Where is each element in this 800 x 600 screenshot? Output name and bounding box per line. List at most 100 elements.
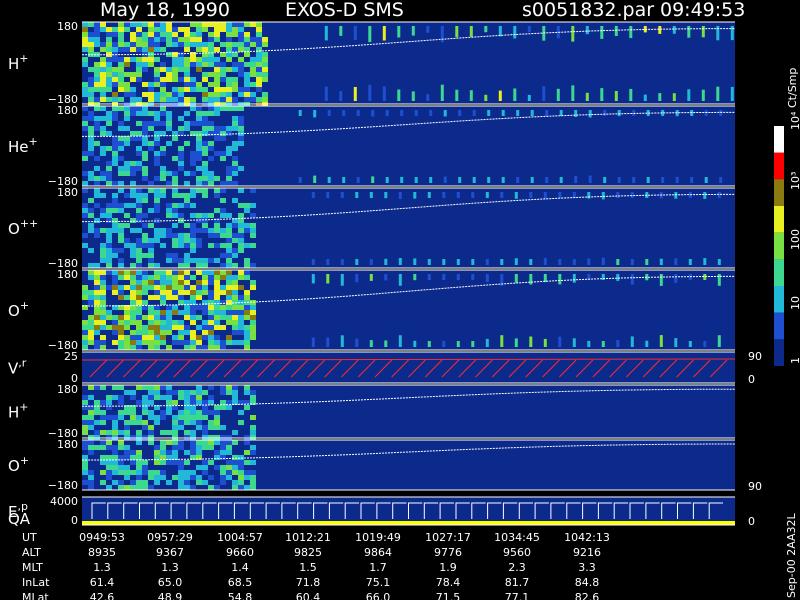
heatmap-cell	[208, 315, 214, 320]
heatmap-cell	[238, 121, 244, 126]
heatmap-cell	[124, 345, 130, 350]
heatmap-cell	[88, 151, 94, 156]
heatmap-streak	[630, 336, 634, 347]
heatmap-cell	[124, 295, 130, 300]
heatmap-cell	[226, 228, 232, 233]
heatmap-cell	[160, 270, 166, 275]
heatmap-streak	[456, 274, 460, 280]
heatmap-cell	[208, 72, 214, 77]
heatmap-cell	[142, 52, 148, 57]
heatmap-cell	[142, 305, 148, 310]
heatmap-cell	[106, 465, 112, 470]
heatmap-cell	[142, 151, 148, 156]
heatmap-cell	[238, 106, 244, 111]
heatmap-cell	[250, 82, 256, 87]
heatmap-cell	[208, 475, 214, 480]
heatmap-cell	[238, 315, 244, 320]
heatmap-cell	[142, 42, 148, 47]
heatmap-cell	[202, 465, 208, 470]
heatmap-streak	[442, 259, 446, 265]
heatmap-cell	[184, 253, 190, 258]
heatmap-cell	[172, 223, 178, 228]
heatmap-cell	[226, 77, 232, 82]
heatmap-cell	[88, 395, 94, 400]
heatmap-cell	[220, 455, 226, 460]
heatmap-cell	[130, 320, 136, 325]
heatmap-cell	[130, 263, 136, 268]
heatmap-cell	[244, 92, 250, 97]
heatmap-streak	[340, 259, 344, 265]
heatmap-cell	[88, 171, 94, 176]
heatmap-streak	[543, 338, 547, 347]
heatmap-cell	[250, 22, 256, 27]
colorbar-segment	[774, 179, 784, 206]
heatmap-cell	[196, 57, 202, 62]
colorbar-tick-label: 10	[789, 296, 800, 310]
heatmap-streak	[658, 93, 662, 101]
heatmap-cell	[88, 213, 94, 218]
heatmap-streak	[559, 110, 563, 116]
heatmap-cell	[238, 57, 244, 62]
heatmap-cell	[202, 188, 208, 193]
heatmap-cell	[202, 405, 208, 410]
heatmap-cell	[130, 97, 136, 102]
heatmap-cell	[166, 450, 172, 455]
heatmap-cell	[196, 455, 202, 460]
heatmap-cell	[118, 97, 124, 102]
heatmap-cell	[238, 203, 244, 208]
heatmap-cell	[256, 47, 262, 52]
heatmap-cell	[154, 82, 160, 87]
heatmap-streak	[717, 335, 721, 347]
heatmap-streak	[674, 274, 678, 283]
heatmap-cell	[130, 87, 136, 92]
heatmap-cell	[178, 415, 184, 420]
heatmap-cell	[106, 47, 112, 52]
heatmap-cell	[148, 126, 154, 131]
heatmap-cell	[244, 335, 250, 340]
heatmap-cell	[154, 460, 160, 465]
heatmap-cell	[112, 270, 118, 275]
heatmap-cell	[154, 295, 160, 300]
heatmap-streak	[429, 177, 433, 183]
heatmap-streak	[643, 94, 647, 101]
heatmap-cell	[136, 72, 142, 77]
heatmap-streak	[629, 26, 633, 39]
heatmap-cell	[178, 27, 184, 32]
heatmap-cell	[220, 340, 226, 345]
heatmap-cell	[148, 410, 154, 415]
heatmap-cell	[226, 405, 232, 410]
heatmap-cell	[196, 136, 202, 141]
panel-label: O+	[8, 454, 29, 475]
heatmap-cell	[184, 32, 190, 37]
heatmap-cell	[214, 233, 220, 238]
heatmap-cell	[100, 42, 106, 47]
heatmap-cell	[220, 445, 226, 450]
heatmap-cell	[118, 203, 124, 208]
heatmap-cell	[208, 82, 214, 87]
heatmap-cell	[172, 340, 178, 345]
heatmap-cell	[124, 455, 130, 460]
energy-trace	[91, 502, 723, 519]
heatmap-cell	[160, 146, 166, 151]
heatmap-cell	[130, 405, 136, 410]
heatmap-cell	[130, 335, 136, 340]
heatmap-cell	[178, 263, 184, 268]
heatmap-cell	[106, 263, 112, 268]
heatmap-streak	[614, 91, 618, 101]
heatmap-streak	[368, 26, 372, 43]
heatmap-cell	[226, 248, 232, 253]
heatmap-cell	[142, 171, 148, 176]
heatmap-streak	[382, 26, 386, 41]
heatmap-cell	[202, 425, 208, 430]
heatmap-cell	[124, 166, 130, 171]
colorbar-tick-label: 100	[789, 229, 800, 250]
heatmap-cell	[172, 450, 178, 455]
heatmap-cell	[112, 480, 118, 485]
heatmap-cell	[136, 253, 142, 258]
heatmap-cell	[142, 420, 148, 425]
heatmap-cell	[154, 97, 160, 102]
heatmap-cell	[106, 131, 112, 136]
heatmap-cell	[172, 208, 178, 213]
heatmap-streak	[427, 341, 431, 347]
heatmap-cell	[202, 97, 208, 102]
